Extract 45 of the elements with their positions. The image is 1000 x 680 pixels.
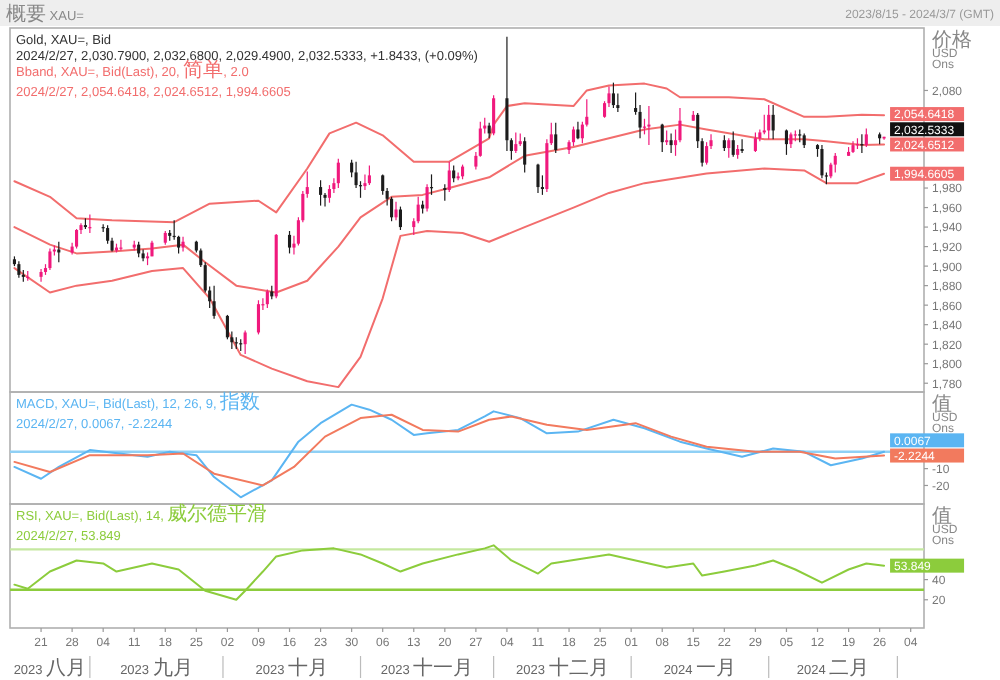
candlestick	[425, 183, 429, 213]
candlestick	[447, 161, 451, 193]
candlestick	[287, 230, 292, 255]
candlestick	[705, 141, 709, 166]
candlestick	[536, 163, 540, 194]
candlestick	[571, 125, 576, 147]
candlestick	[39, 268, 43, 283]
candlestick	[256, 299, 261, 336]
candlestick	[390, 196, 394, 222]
candlestick	[784, 128, 789, 156]
candlestick	[363, 173, 367, 191]
candlestick	[660, 123, 664, 153]
candlestick	[864, 127, 868, 148]
candlestick	[106, 224, 110, 245]
candlestick	[767, 104, 771, 140]
candlestick	[833, 152, 837, 174]
candlestick	[336, 158, 340, 189]
candlestick	[771, 104, 775, 140]
candlestick	[514, 131, 518, 154]
candlestick	[740, 138, 744, 154]
candlestick	[367, 165, 371, 186]
line-series	[13, 123, 886, 294]
candlestick	[319, 179, 323, 207]
candlestick	[398, 205, 402, 231]
candlestick	[669, 132, 673, 154]
candlestick	[48, 247, 52, 271]
candlestick	[727, 137, 731, 159]
candlestick	[731, 130, 735, 158]
candlestick	[753, 131, 757, 153]
line-series	[13, 82, 886, 224]
candlestick	[456, 171, 460, 181]
candlestick	[212, 285, 216, 320]
candlestick	[265, 288, 269, 309]
candlestick	[820, 144, 824, 179]
candlestick	[554, 122, 558, 154]
candlestick	[611, 82, 615, 109]
candlestick	[505, 36, 509, 152]
line-series	[13, 167, 886, 389]
candlestick	[492, 94, 496, 136]
candlestick	[394, 201, 398, 221]
candlestick	[523, 136, 527, 174]
line-series	[13, 413, 886, 487]
candlestick	[75, 228, 79, 250]
candlestick	[243, 329, 247, 355]
candlestick	[647, 105, 651, 146]
